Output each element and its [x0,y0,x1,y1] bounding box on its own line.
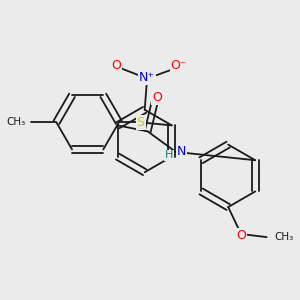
Text: O: O [112,59,122,72]
Text: N⁺: N⁺ [139,71,155,84]
Text: CH₃: CH₃ [6,117,25,128]
Text: H: H [165,150,173,161]
Text: O⁻: O⁻ [171,59,187,72]
Text: CH₃: CH₃ [274,232,294,242]
Text: O: O [152,91,162,103]
Text: S: S [136,116,145,129]
Text: N: N [177,145,186,158]
Text: O: O [236,230,246,242]
